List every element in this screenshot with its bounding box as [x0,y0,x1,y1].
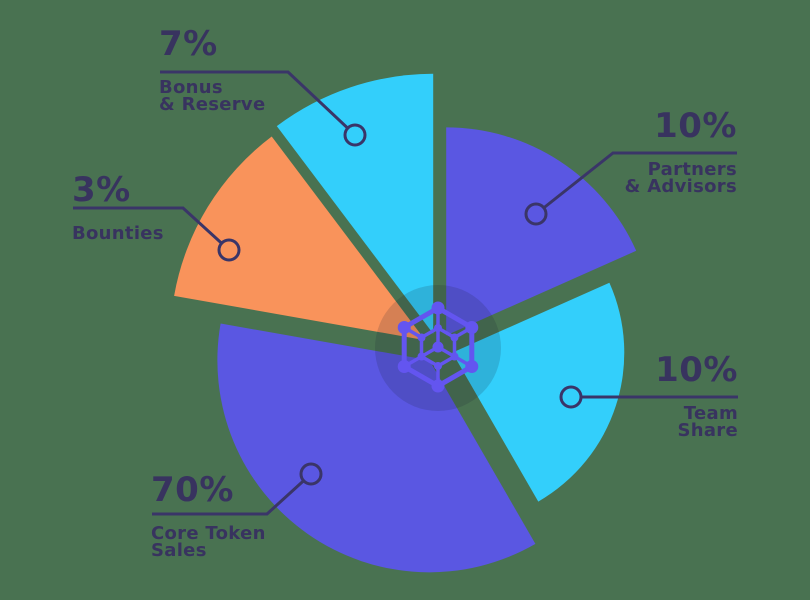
hexagon-node-icon [417,352,426,361]
pie-slice-partners-advisors [446,127,637,336]
hexagon-node-icon [397,360,411,373]
label-team-share: Team Share [677,403,738,441]
pie-slice-team-share [452,282,625,502]
leader-line-bounties [73,206,231,252]
marker-partners-advisors [524,202,548,226]
hexagon-node-icon [465,360,479,373]
hexagon-node-icon [434,362,442,370]
pie-slice-bonus-reserve [276,73,434,334]
label-bonus-reserve: Bonus & Reserve [159,77,266,115]
leader-line-core-token-sales [152,472,313,516]
callout-partners-advisors: 10% Partners & Advisors [624,106,737,197]
percent-core-token-sales: 70% [151,470,234,510]
marker-core-token-sales [299,462,323,486]
percent-partners-advisors: 10% [654,106,737,146]
hexagon-node-icon [431,379,445,393]
leader-line-partners-advisors [535,151,737,216]
percent-bonus-reserve: 7% [159,24,218,64]
pie-slice-bounties [174,136,426,341]
percent-team-share: 10% [655,350,738,390]
callout-bounties: 3% Bounties [72,170,164,244]
label-partners-advisors: Partners & Advisors [624,159,737,197]
hexagon-node-icon [431,301,445,315]
callout-core-token-sales: 70% Core Token Sales [151,470,266,561]
label-core-token-sales: Core Token Sales [151,523,266,561]
hexagon-node-icon [450,333,459,342]
pie-slice-core-token-sales [217,323,536,573]
hexagon-node-icon [434,324,442,332]
marker-team-share [559,385,583,409]
marker-bonus-reserve [343,123,367,147]
hexagon-node-icon [465,321,479,334]
hexagon-center-node-icon [432,341,444,353]
callout-team-share: 10% Team Share [655,350,738,441]
marker-bounties [217,238,241,262]
callout-bonus-reserve: 7% Bonus & Reserve [159,24,266,115]
hexagon-node-icon [417,333,426,342]
label-bounties: Bounties [72,223,164,244]
leader-line-bonus-reserve [160,70,357,137]
hexagon-node-icon [450,352,459,361]
hexagon-node-icon [397,321,411,334]
percent-bounties: 3% [72,170,131,210]
